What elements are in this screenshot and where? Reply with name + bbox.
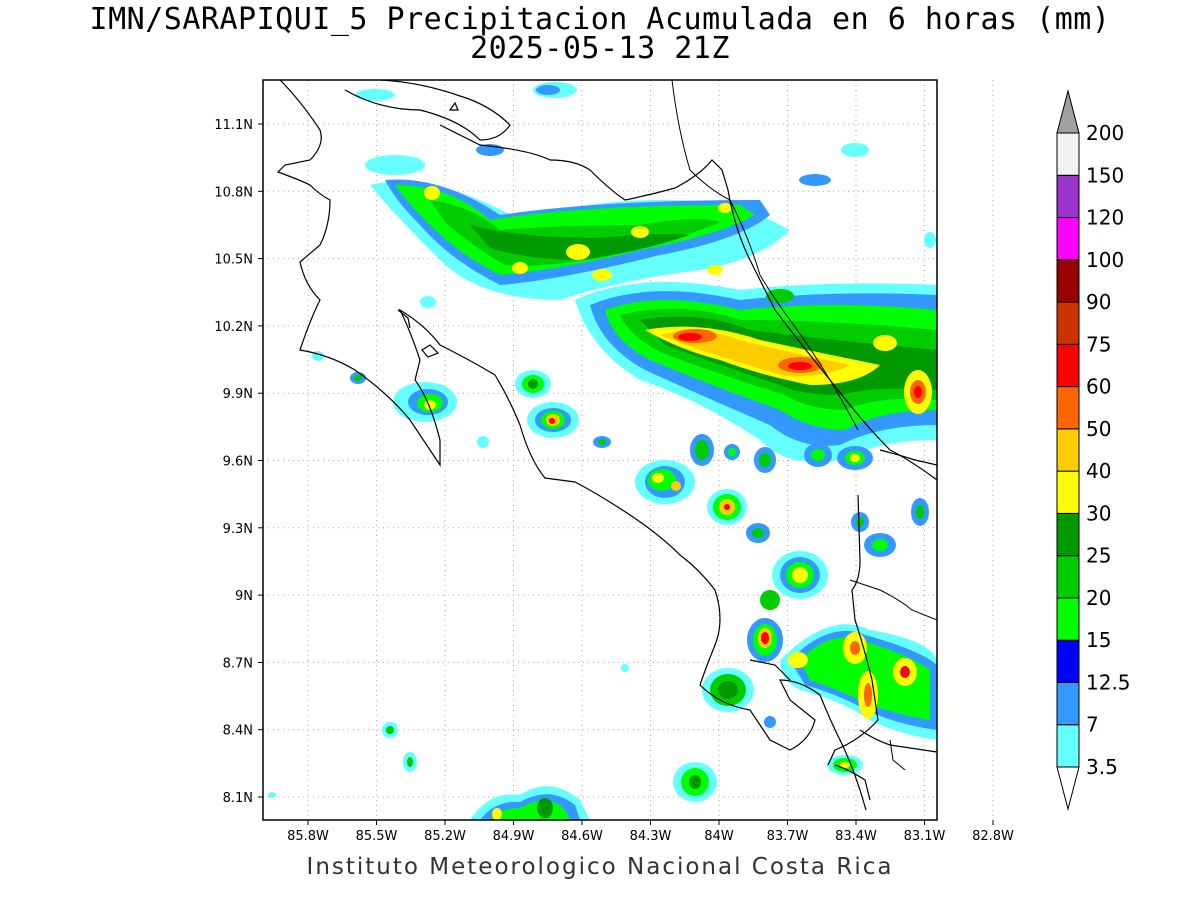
lat-tick-label: 10.2N bbox=[214, 320, 253, 335]
lat-tick-label: 10.5N bbox=[214, 253, 253, 268]
lat-tick-label: 9.6N bbox=[223, 455, 253, 470]
colorbar-segment bbox=[1056, 681, 1080, 726]
lat-tick-label: 8.7N bbox=[223, 656, 253, 671]
lon-tick-label: 83.1W bbox=[904, 829, 946, 844]
colorbar-label: 75 bbox=[1086, 332, 1111, 356]
lat-tick-label: 9.9N bbox=[223, 387, 253, 402]
colorbar-segment bbox=[1056, 174, 1080, 219]
colorbar-segment bbox=[1056, 132, 1080, 176]
colorbar-segment bbox=[1056, 259, 1080, 303]
lat-tick-label: 10.8N bbox=[214, 185, 253, 200]
colorbar-label: 100 bbox=[1086, 248, 1124, 272]
lon-tick-label: 82.8W bbox=[972, 829, 1014, 844]
coastlines bbox=[276, 80, 937, 811]
colorbar-segment bbox=[1056, 428, 1080, 472]
colorbar-segment bbox=[1056, 555, 1080, 599]
lat-tick-label: 9.3N bbox=[223, 522, 253, 537]
lon-tick-label: 84.6W bbox=[561, 829, 603, 844]
precip-band-central bbox=[575, 282, 937, 463]
colorbar-segment bbox=[1056, 639, 1080, 683]
longitude-axis: 85.8W 85.5W 85.2W 84.9W 84.6W 84.3W 84W 83.7W 83… bbox=[287, 820, 1014, 844]
colorbar-segment bbox=[1056, 512, 1080, 557]
colorbar-label: 90 bbox=[1086, 290, 1111, 314]
map-datetime: 2025-05-13 21Z bbox=[470, 31, 730, 66]
precip-cells bbox=[268, 82, 937, 820]
colorbar-label: 12.5 bbox=[1086, 670, 1131, 694]
lon-tick-label: 83.7W bbox=[767, 829, 809, 844]
colorbar-label: 7 bbox=[1086, 713, 1099, 737]
colorbar-label: 20 bbox=[1086, 586, 1111, 610]
lon-tick-label: 85.8W bbox=[287, 829, 329, 844]
lon-tick-label: 84.9W bbox=[493, 829, 535, 844]
lat-tick-label: 8.1N bbox=[223, 791, 253, 806]
lon-tick-label: 84.3W bbox=[630, 829, 672, 844]
lon-tick-label: 84W bbox=[704, 829, 734, 844]
colorbar-label: 30 bbox=[1086, 501, 1111, 525]
colorbar-label: 15 bbox=[1086, 628, 1111, 652]
precip-band-north bbox=[370, 179, 790, 300]
colorbar-segment bbox=[1056, 343, 1080, 388]
colorbar-label: 50 bbox=[1086, 417, 1111, 441]
colorbar-arrow-top bbox=[1056, 89, 1080, 134]
colorbar-label: 3.5 bbox=[1086, 755, 1118, 779]
lon-tick-label: 85.2W bbox=[424, 829, 466, 844]
precipitation-fields bbox=[268, 80, 937, 820]
map-title: IMN/SARAPIQUI_5 Precipitacion Acumulada … bbox=[89, 2, 1111, 37]
colorbar-label: 25 bbox=[1086, 544, 1111, 568]
latitude-axis: 11.1N 10.8N 10.5N 10.2N 9.9N 9.6N 9.3N 9N 8.7N 8.… bbox=[214, 118, 263, 806]
lon-tick-label: 83.4W bbox=[835, 829, 877, 844]
colorbar-segment bbox=[1056, 301, 1080, 345]
colorbar-label: 200 bbox=[1086, 121, 1124, 145]
lat-tick-label: 8.4N bbox=[223, 724, 253, 739]
colorbar-segment bbox=[1056, 597, 1080, 641]
colorbar-segment bbox=[1056, 470, 1080, 514]
lat-tick-label: 9N bbox=[235, 589, 253, 604]
colorbar-label: 150 bbox=[1086, 163, 1124, 187]
colorbar-arrow-bottom bbox=[1056, 766, 1080, 811]
lat-tick-label: 11.1N bbox=[214, 118, 253, 133]
colorbar-label: 120 bbox=[1086, 206, 1124, 230]
colorbar-segment bbox=[1056, 217, 1080, 261]
colorbar-legend: 3.5 7 12.5 15 20 25 30 40 50 60 75 90 100 120 150 200 bbox=[1056, 89, 1131, 811]
lon-tick-label: 85.5W bbox=[356, 829, 398, 844]
colorbar-segment bbox=[1056, 724, 1080, 768]
colorbar-label: 60 bbox=[1086, 375, 1111, 399]
country-borders bbox=[671, 80, 937, 771]
map-frame bbox=[262, 79, 938, 821]
colorbar-segment bbox=[1056, 386, 1080, 430]
footer-credit: Instituto Meteorologico Nacional Costa R… bbox=[306, 854, 894, 880]
colorbar-label: 40 bbox=[1086, 459, 1111, 483]
